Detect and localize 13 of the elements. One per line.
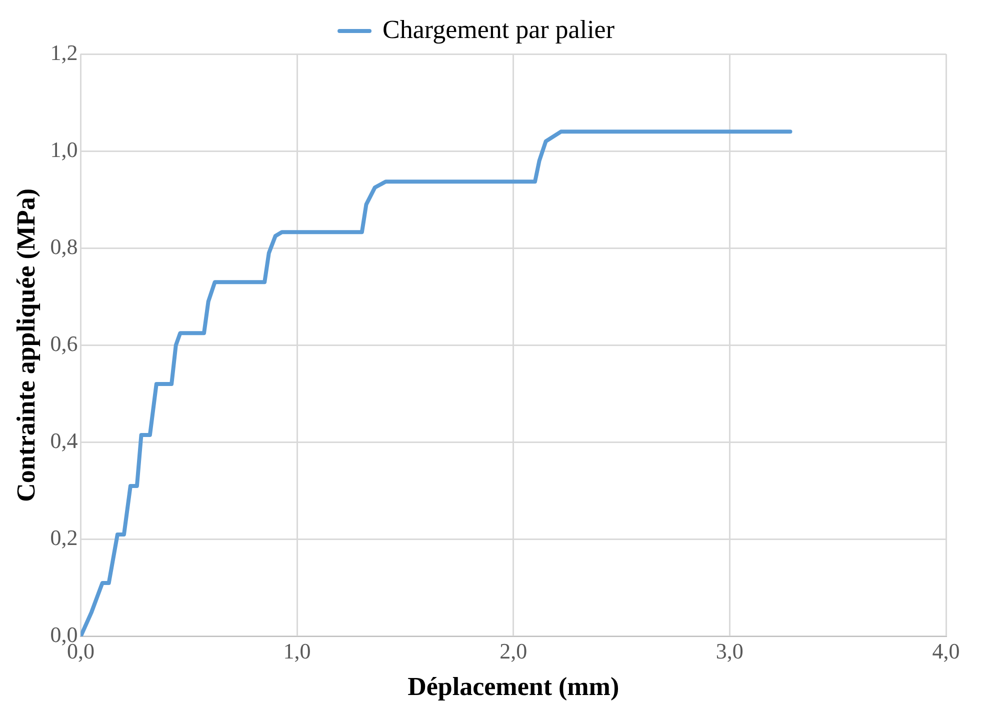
x-axis-title: Déplacement (mm) xyxy=(408,672,620,702)
y-tick-label: 0,8 xyxy=(50,234,78,259)
y-tick-label: 1,2 xyxy=(50,40,78,65)
y-tick-label: 0,4 xyxy=(50,428,78,454)
x-tick-label: 2,0 xyxy=(500,638,528,664)
y-tick-label: 0,6 xyxy=(50,330,78,356)
legend-label: Chargement par palier xyxy=(382,14,615,44)
y-tick-label: 0,2 xyxy=(50,525,78,550)
y-axis-title: Contrainte appliquée (MPa) xyxy=(11,188,40,502)
x-tick-label: 1,0 xyxy=(283,638,311,664)
x-tick-label: 4,0 xyxy=(932,638,960,664)
y-tick-label: 1,0 xyxy=(50,136,78,162)
x-tick-label: 3,0 xyxy=(716,638,744,664)
